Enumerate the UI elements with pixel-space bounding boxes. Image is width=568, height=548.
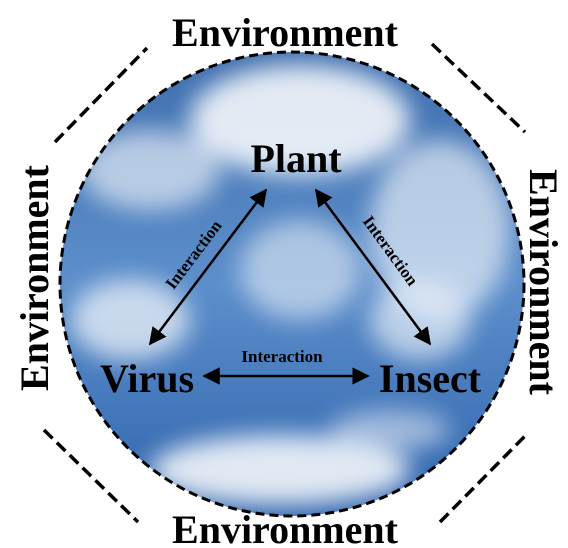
diagram: Environment Environment Environment Envi… (0, 0, 568, 548)
node-label: Plant (250, 136, 342, 181)
sky-circle (60, 52, 524, 516)
environment-label: Environment (172, 10, 399, 55)
node-label: Virus (100, 356, 194, 401)
environment-label: Environment (12, 164, 57, 391)
edge-label: Interaction (241, 347, 323, 366)
environment-label: Environment (521, 169, 566, 396)
node-label: Insect (379, 356, 482, 401)
environment-label: Environment (172, 507, 399, 548)
